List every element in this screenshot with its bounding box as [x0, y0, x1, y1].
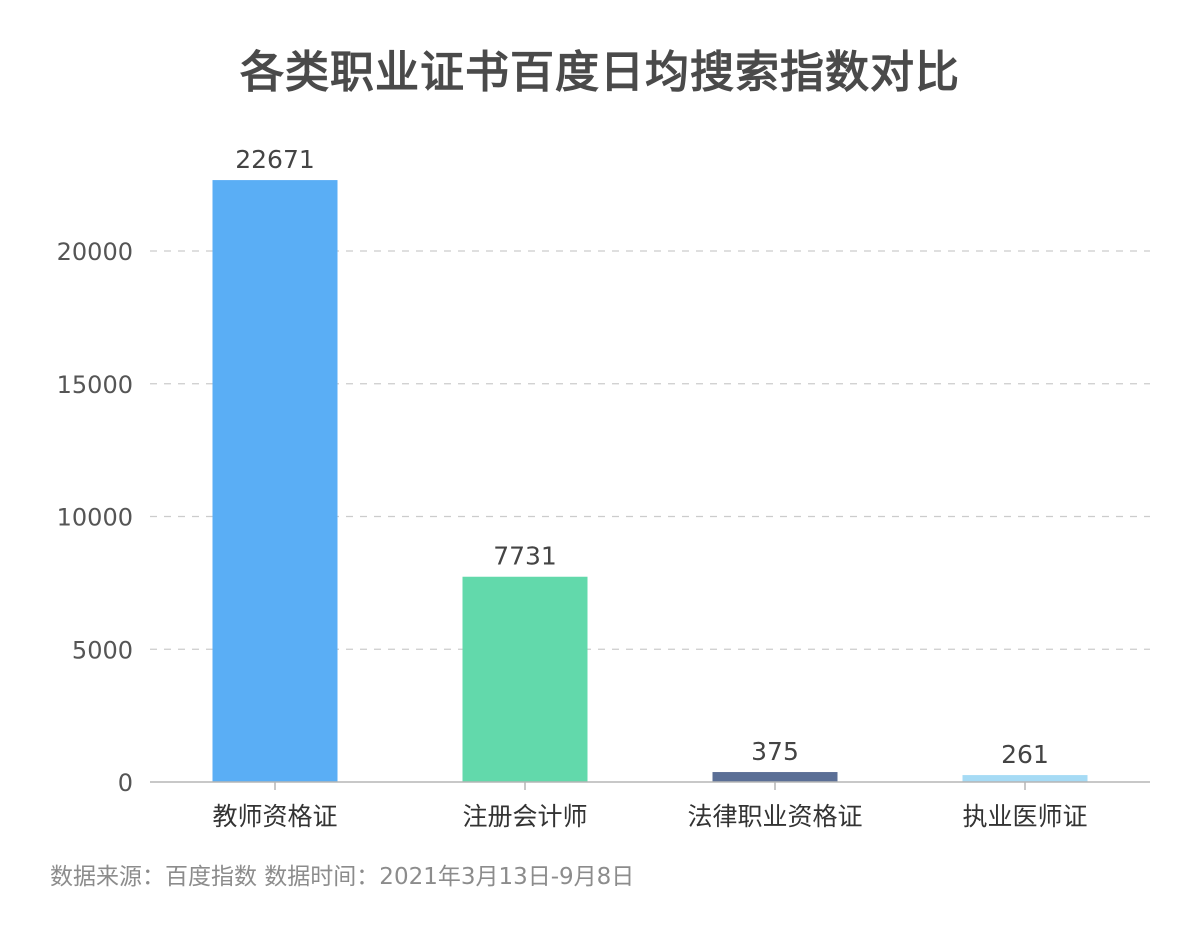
bar [212, 180, 338, 782]
chart-title: 各类职业证书百度日均搜索指数对比 [240, 47, 960, 98]
data-labels: 22671 7731 375 261 [235, 145, 1049, 769]
bar [712, 772, 838, 782]
data-label: 375 [751, 737, 799, 766]
x-category-label: 执业医师证 [962, 802, 1087, 831]
x-category-label: 注册会计师 [462, 802, 587, 831]
data-label: 22671 [235, 145, 315, 174]
y-tick-label: 15000 [57, 371, 133, 399]
y-tick-label: 0 [118, 769, 133, 797]
source-note: 数据来源：百度指数 数据时间：2021年3月13日-9月8日 [50, 864, 635, 890]
y-tick-label: 5000 [72, 636, 133, 664]
x-axis-ticks [274, 782, 1026, 790]
x-category-label: 法律职业资格证 [687, 802, 862, 831]
bar [962, 775, 1088, 782]
x-axis-category-labels: 教师资格证 注册会计师 法律职业资格证 执业医师证 [212, 802, 1087, 831]
data-label: 7731 [493, 542, 557, 571]
x-category-label: 教师资格证 [212, 802, 337, 831]
data-label: 261 [1001, 740, 1049, 769]
bars [212, 180, 1088, 782]
y-tick-label: 20000 [57, 238, 133, 266]
y-axis-tick-labels: 0 5000 10000 15000 20000 [57, 238, 133, 797]
y-tick-label: 10000 [57, 504, 133, 532]
bar [462, 576, 588, 782]
